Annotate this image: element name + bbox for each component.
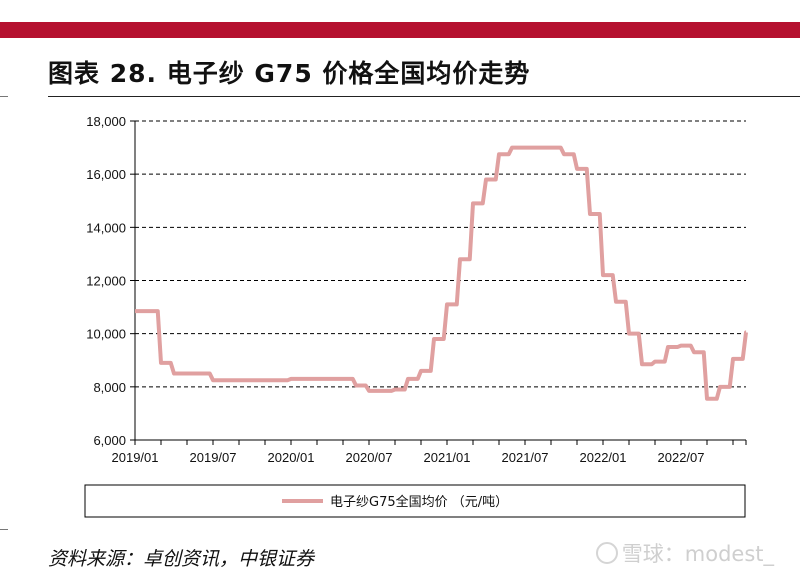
x-tick-label: 2021/07 (502, 450, 549, 465)
header-accent-bar (0, 22, 800, 38)
y-tick-label: 8,000 (93, 380, 126, 395)
page-title: 图表 28. 电子纱 G75 价格全国均价走势 (48, 59, 531, 88)
x-tick-label: 2022/01 (580, 450, 627, 465)
title-divider (48, 96, 800, 97)
watermark: 雪球：modest_ (595, 538, 774, 568)
y-tick-label: 18,000 (86, 114, 126, 129)
line-chart: 6,000 8,000 10,000 12,000 14,000 16,000 18,000… (84, 114, 748, 518)
x-tick-label: 2021/01 (424, 450, 471, 465)
legend-box (84, 484, 746, 518)
y-tick-label: 10,000 (86, 327, 126, 342)
x-tick-label: 2020/01 (268, 450, 315, 465)
y-tick-label: 16,000 (86, 167, 126, 182)
snowball-icon (595, 542, 618, 564)
edge-tick-top (0, 96, 8, 97)
x-tick-label: 2019/07 (190, 450, 237, 465)
watermark-text: 雪球：modest_ (621, 542, 774, 566)
x-tick-label: 2022/07 (658, 450, 705, 465)
x-tick-label: 2020/07 (346, 450, 393, 465)
edge-tick-bottom (0, 529, 8, 530)
y-tick-label: 14,000 (86, 220, 126, 235)
series-line (135, 145, 748, 401)
legend-label: 电子纱G75全国均价 （元/吨） (330, 494, 508, 510)
y-tick-label: 6,000 (93, 433, 126, 448)
x-tick-label: 2019/01 (112, 450, 159, 465)
source-note: 资料来源：卓创资讯，中银证券 (48, 548, 315, 570)
y-tick-label: 12,000 (86, 274, 126, 289)
